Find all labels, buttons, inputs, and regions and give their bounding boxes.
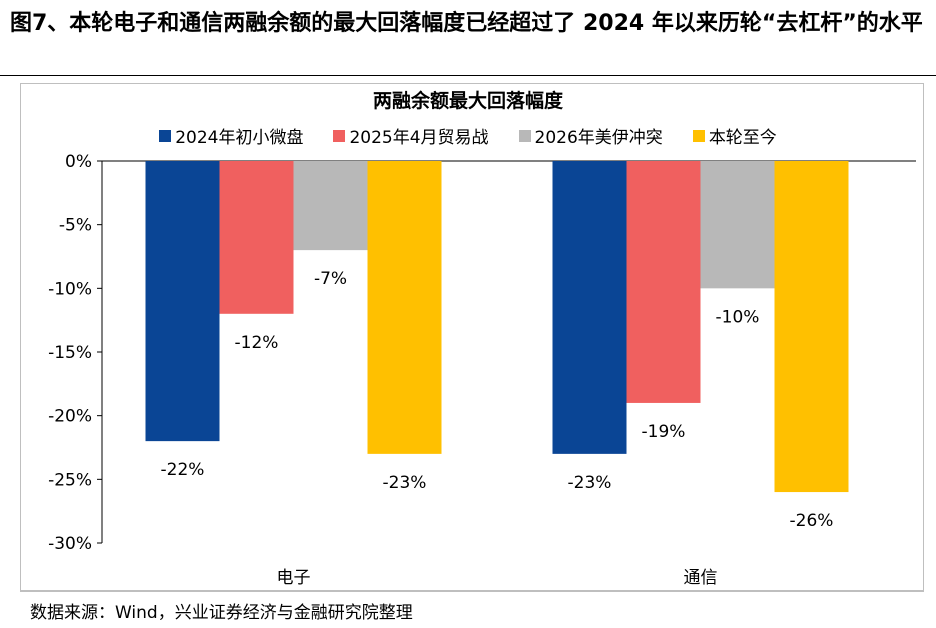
x-category-label: 通信 <box>684 568 718 588</box>
data-label: -23% <box>383 473 427 493</box>
y-tick-label: -10% <box>48 279 92 299</box>
legend-swatch-2 <box>518 129 531 142</box>
bar-0-3 <box>367 161 442 454</box>
bar-1-2 <box>700 161 775 289</box>
legend-label-3: 本轮至今 <box>708 128 777 148</box>
figure-title: 图7、本轮电子和通信两融余额的最大回落幅度已经超过了 2024 年以来历轮“去杠… <box>10 11 923 36</box>
legend-swatch-3 <box>692 129 705 142</box>
y-tick-label: -15% <box>48 343 92 363</box>
legend-label-2: 2026年美伊冲突 <box>534 128 663 148</box>
data-label: -12% <box>235 333 279 353</box>
source-note: 数据来源：Wind，兴业证券经济与金融研究院整理 <box>30 603 413 623</box>
legend-label-1: 2025年4月贸易战 <box>349 128 489 148</box>
legend-label-0: 2024年初小微盘 <box>175 128 304 148</box>
chart-legend: 2024年初小微盘 2025年4月贸易战 2026年美伊冲突 本轮至今 <box>0 123 936 148</box>
legend-item-series-3: 本轮至今 <box>692 123 777 148</box>
chart-frame <box>20 83 924 591</box>
source-divider <box>20 591 924 592</box>
bar-0-1 <box>219 161 294 314</box>
legend-swatch-0 <box>159 129 172 142</box>
y-tick-label: -20% <box>48 407 92 427</box>
legend-item-series-2: 2026年美伊冲突 <box>518 123 663 148</box>
data-label: -7% <box>314 269 347 289</box>
legend-item-series-0: 2024年初小微盘 <box>159 123 303 148</box>
bar-0-2 <box>293 161 368 251</box>
bar-1-1 <box>626 161 701 403</box>
y-tick-label: 0% <box>65 152 92 172</box>
y-tick-label: -30% <box>48 534 92 554</box>
data-label: -19% <box>642 422 686 442</box>
y-tick-label: -5% <box>59 216 92 236</box>
y-tick-label: -25% <box>48 470 92 490</box>
bar-0-0 <box>145 161 220 442</box>
data-label: -22% <box>161 460 205 480</box>
data-label: -10% <box>716 307 760 327</box>
bar-1-3 <box>774 161 849 493</box>
data-label: -26% <box>790 511 834 531</box>
legend-swatch-1 <box>333 129 346 142</box>
title-divider <box>0 75 936 76</box>
chart-title: 两融余额最大回落幅度 <box>372 90 563 112</box>
legend-item-series-1: 2025年4月贸易战 <box>333 123 489 148</box>
data-label: -23% <box>568 473 612 493</box>
bar-1-0 <box>552 161 627 454</box>
x-category-label: 电子 <box>277 568 311 588</box>
